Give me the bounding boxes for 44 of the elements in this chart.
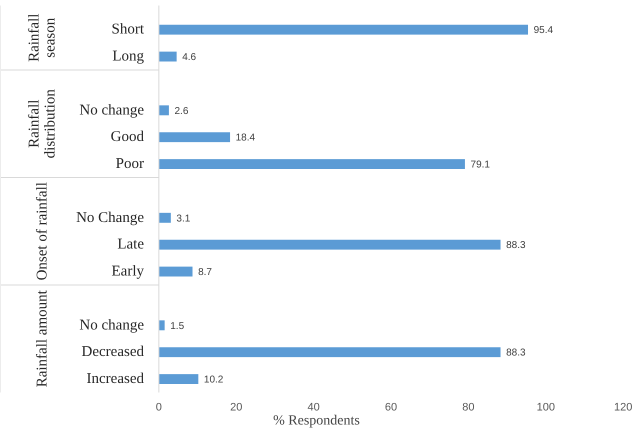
bar xyxy=(158,24,528,35)
bar xyxy=(158,240,501,250)
data-label: 2.6 xyxy=(174,106,189,117)
y-tick-label: No change xyxy=(79,102,144,118)
data-label: 3.1 xyxy=(176,213,191,224)
y-tick-label: Late xyxy=(117,236,144,253)
data-label: 88.3 xyxy=(506,240,526,252)
x-tick-label: 80 xyxy=(462,402,475,414)
text: Rainfall distribution xyxy=(26,88,58,158)
y-tick-label: Early xyxy=(112,264,144,280)
y-tick-label: Good xyxy=(110,129,144,146)
y-tick-label: No change xyxy=(79,317,144,334)
bar xyxy=(158,159,465,170)
text: Rainfall amount xyxy=(34,289,50,388)
data-label: 10.2 xyxy=(204,374,224,386)
data-label: 88.3 xyxy=(506,348,526,359)
bar xyxy=(158,105,169,116)
text: Onset of rainfall xyxy=(34,182,50,280)
x-tick-label: 40 xyxy=(308,402,320,414)
x-axis-title: % Respondents xyxy=(273,414,360,428)
text: Rainfall season xyxy=(26,14,58,62)
x-tick-label: 100 xyxy=(536,402,555,414)
x-tick-label: 60 xyxy=(384,402,398,414)
bar xyxy=(158,347,501,358)
bar xyxy=(158,132,230,142)
x-tick-label: 20 xyxy=(230,402,242,414)
bar xyxy=(158,266,193,277)
data-label: 4.6 xyxy=(182,52,197,64)
x-tick-label: 120 xyxy=(614,402,632,414)
y-tick-label: No Change xyxy=(76,210,144,226)
bar xyxy=(158,374,198,384)
y-tick-label: Short xyxy=(111,22,145,38)
data-label: 95.4 xyxy=(534,25,554,36)
x-tick-label: 0 xyxy=(156,402,162,414)
data-label: 8.7 xyxy=(198,267,212,278)
y-tick-label: Poor xyxy=(116,156,144,172)
y-tick-label: Decreased xyxy=(82,344,144,360)
data-label: 79.1 xyxy=(470,160,490,171)
bar xyxy=(158,212,171,223)
data-label: 1.5 xyxy=(170,320,185,332)
data-label: 18.4 xyxy=(236,132,256,144)
y-tick-label: Long xyxy=(112,48,144,65)
bar xyxy=(158,52,177,62)
y-tick-label: Increased xyxy=(86,371,144,388)
